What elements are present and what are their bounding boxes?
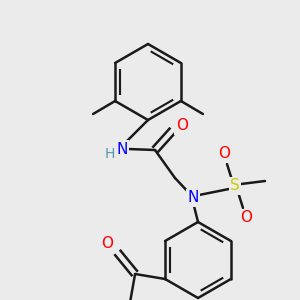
Text: S: S [230,178,240,194]
Text: H: H [105,147,115,161]
Text: O: O [240,211,252,226]
Text: N: N [187,190,199,206]
Text: O: O [218,146,230,161]
Text: O: O [176,118,188,134]
Text: O: O [101,236,113,251]
Text: N: N [116,142,128,157]
